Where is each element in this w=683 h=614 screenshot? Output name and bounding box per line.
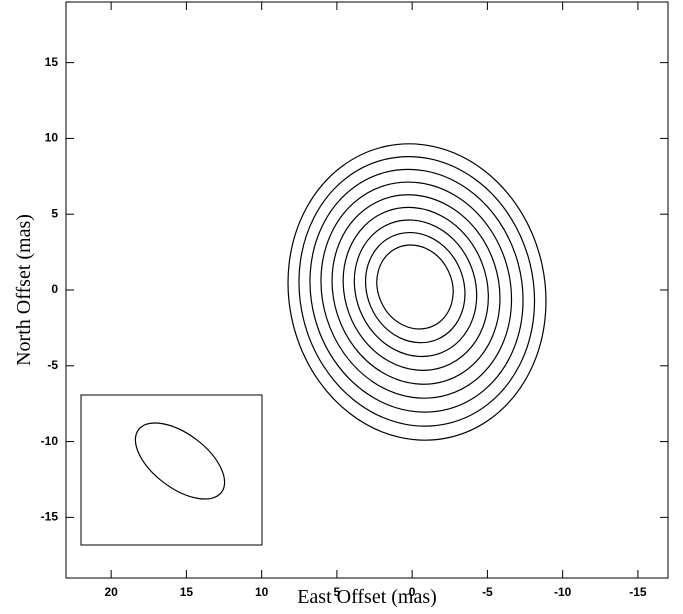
- contour: [309, 168, 524, 413]
- y-tick-label: -15: [41, 510, 59, 524]
- contour: [364, 231, 466, 344]
- contour: [342, 206, 489, 371]
- y-tick-label: 10: [45, 131, 59, 145]
- beam-inset: [80, 394, 263, 546]
- x-tick-label: 20: [104, 585, 118, 599]
- y-tick-label: 15: [45, 55, 59, 69]
- contour: [320, 181, 513, 399]
- contour: [287, 143, 547, 441]
- y-tick-label: -5: [47, 358, 58, 372]
- x-tick-label: 0: [409, 585, 416, 599]
- x-tick-label: 10: [255, 585, 269, 599]
- contour: [376, 244, 454, 330]
- contour: [353, 219, 478, 358]
- x-tick-label: 5: [334, 585, 341, 599]
- x-tick-label: -5: [482, 585, 493, 599]
- x-tick-label: -10: [554, 585, 572, 599]
- y-tick-label: -10: [41, 434, 59, 448]
- y-tick-label: 5: [51, 206, 58, 220]
- x-tick-label: 15: [180, 585, 194, 599]
- y-axis-label: North Offset (mas): [13, 214, 35, 366]
- x-tick-label: -15: [629, 585, 647, 599]
- contour: [331, 194, 501, 385]
- x-axis-label: East Offset (mas): [297, 586, 437, 608]
- contour: [298, 156, 536, 427]
- beam-ellipse: [134, 422, 226, 500]
- y-tick-label: 0: [51, 282, 58, 296]
